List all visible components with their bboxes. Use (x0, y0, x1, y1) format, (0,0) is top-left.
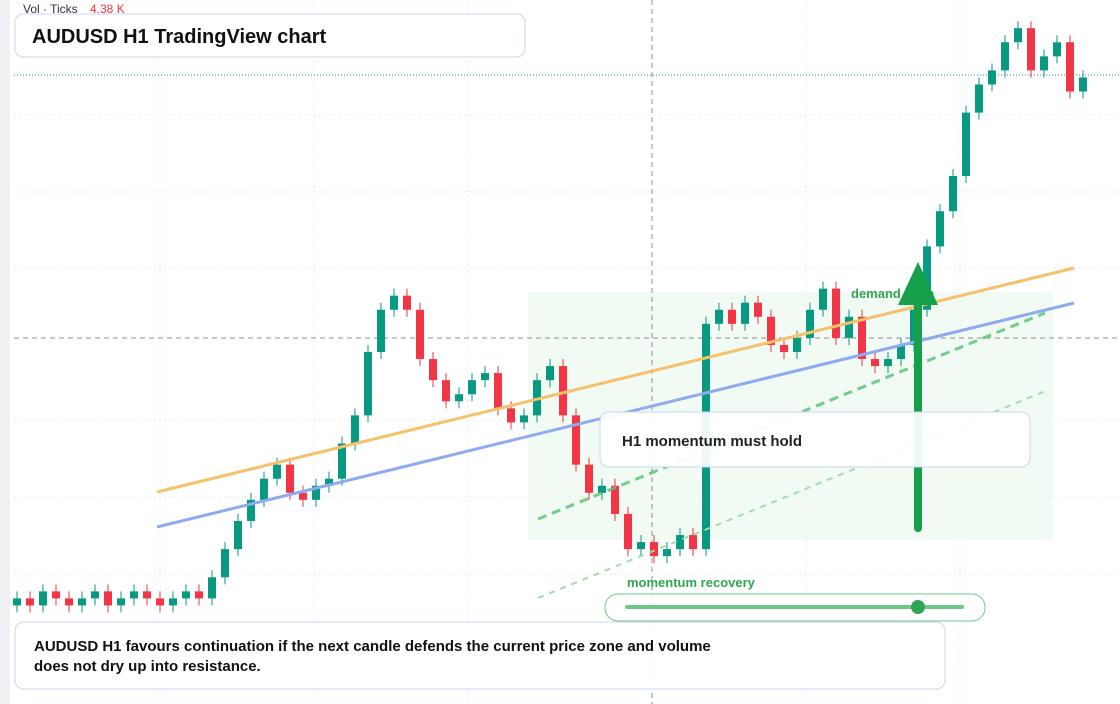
candle-body (598, 485, 606, 493)
slider-knob (911, 600, 925, 614)
candle-body (364, 352, 372, 416)
candle-body (377, 309, 385, 352)
candle-body (1066, 42, 1074, 92)
left-rail (0, 0, 10, 704)
volume-label: Vol · Ticks (23, 2, 78, 16)
candle-body (234, 520, 242, 550)
candle-body (572, 415, 580, 465)
candle-body (936, 211, 944, 247)
candle-body (273, 464, 281, 479)
candle-body (585, 464, 593, 493)
candle-body (221, 549, 229, 578)
candle-body (637, 542, 645, 550)
candle-body (962, 112, 970, 176)
candle-body (1001, 42, 1009, 71)
candle-body (559, 366, 567, 416)
candle-body (650, 542, 658, 557)
caption-box (14, 621, 946, 690)
candle-body (520, 415, 528, 423)
candle-body (104, 591, 112, 606)
candle-body (169, 598, 177, 606)
candle-body (858, 316, 866, 360)
candle-body (546, 366, 554, 381)
recovery-label: momentum recovery (627, 575, 756, 590)
note-box (599, 411, 1031, 468)
candle-body (754, 302, 762, 317)
candle-body (793, 337, 801, 352)
candle-body (494, 373, 502, 409)
candle-body (1053, 42, 1061, 57)
candle-body (390, 295, 398, 310)
candle-body (312, 485, 320, 500)
candle-body (325, 478, 333, 486)
title: AUDUSD H1 TradingView chart (32, 26, 326, 48)
candle-body (351, 415, 359, 444)
candle-body (780, 344, 788, 352)
candle-body (195, 591, 203, 599)
candle-body (715, 309, 723, 324)
candle-body (468, 380, 476, 395)
candle-body (689, 535, 697, 550)
candle-body (26, 598, 34, 606)
caption-holder: AUDUSD H1 favours continuation if the ne… (34, 638, 711, 675)
candle-body (1040, 56, 1048, 71)
candle-body (52, 591, 60, 599)
candle-body (611, 485, 619, 514)
candle-body (975, 84, 983, 113)
candle-body (91, 591, 99, 599)
candle-body (949, 176, 957, 212)
candle-body (442, 380, 450, 402)
candle-body (988, 70, 996, 85)
candle-body (299, 492, 307, 500)
candle-body (806, 309, 814, 338)
candle-body (728, 309, 736, 324)
candle-body (676, 535, 684, 550)
candle-body (1027, 28, 1035, 71)
candle-body (455, 394, 463, 402)
candle-body (130, 591, 138, 599)
candle-body (923, 246, 931, 310)
candle-body (429, 359, 437, 381)
candle-body (884, 359, 892, 367)
candle-body (624, 513, 632, 550)
candle-body (143, 591, 151, 599)
candle-body (767, 316, 775, 345)
candle-body (1079, 77, 1087, 92)
candle-body (182, 591, 190, 599)
candle-body (416, 309, 424, 360)
note: H1 momentum must hold (622, 433, 802, 450)
candle-body (897, 344, 905, 360)
candle-body (65, 598, 73, 606)
candle-body (481, 373, 489, 381)
candle-body (156, 598, 164, 606)
candle-body (403, 295, 411, 310)
candle-body (663, 549, 671, 557)
arrow-head (898, 262, 938, 305)
candle-body (78, 598, 86, 606)
candle-body (117, 598, 125, 606)
candle-body (338, 443, 346, 479)
candle-body (247, 499, 255, 521)
title-box (14, 13, 526, 58)
volume-value: 4.38 K (90, 2, 125, 16)
candle-body (13, 598, 21, 606)
candle-body (286, 464, 294, 493)
caption: AUDUSD H1 favours continuation if the ne… (34, 638, 711, 675)
candle-body (1014, 28, 1022, 43)
candle-body (208, 577, 216, 599)
candle-body (819, 288, 827, 310)
candle-body (741, 302, 749, 324)
candle-body (507, 408, 515, 423)
candle-body (260, 478, 268, 500)
candle-body (832, 288, 840, 338)
candle-body (39, 591, 47, 606)
candle-body (845, 316, 853, 338)
candle-body (871, 359, 879, 367)
